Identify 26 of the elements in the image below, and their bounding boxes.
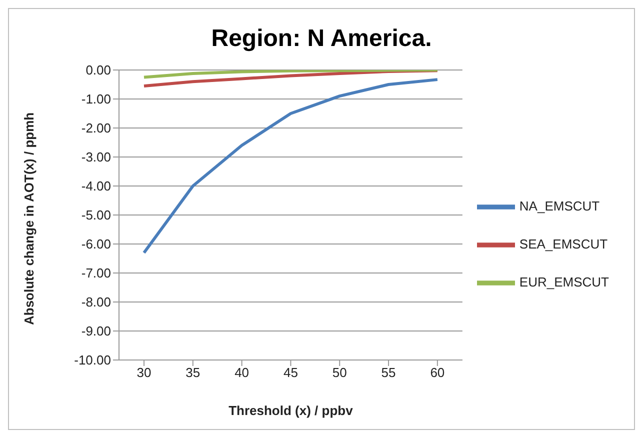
x-tick-label: 30 (136, 365, 152, 380)
chart-title: Region: N America. (211, 25, 432, 52)
x-tick-label: 40 (234, 365, 250, 380)
y-tick-label: 0.00 (86, 62, 111, 78)
y-tick-label: -4.00 (81, 178, 111, 194)
y-tick-label: -9.00 (81, 324, 111, 339)
x-tick-label: 35 (186, 365, 200, 380)
y-tick-label: -8.00 (81, 294, 111, 310)
x-tick-label: 45 (283, 365, 298, 380)
line-series (142, 78, 439, 254)
legend-label: EUR_EMSCUT (519, 274, 609, 290)
y-tick-label: -6.00 (81, 236, 111, 252)
y-tick-label: -1.00 (81, 92, 111, 107)
y-tick-label: -5.00 (81, 208, 111, 223)
y-tick-label: -7.00 (81, 266, 111, 281)
x-tick-label: 60 (430, 365, 445, 380)
legend-label: NA_EMSCUT (519, 198, 600, 214)
y-axis-title: Absolute change in AOT(x) / ppmh (22, 112, 37, 325)
y-tick-label: -3.00 (81, 150, 111, 165)
line-series (142, 70, 439, 79)
legend-label: SEA_EMSCUT (519, 236, 608, 252)
y-tick-label: -10.00 (74, 352, 111, 368)
x-axis-title: Threshold (x) / ppbv (228, 403, 354, 418)
x-tick-label: 50 (332, 365, 347, 380)
x-tick-label: 55 (381, 365, 396, 380)
y-tick-label: -2.00 (81, 120, 111, 136)
